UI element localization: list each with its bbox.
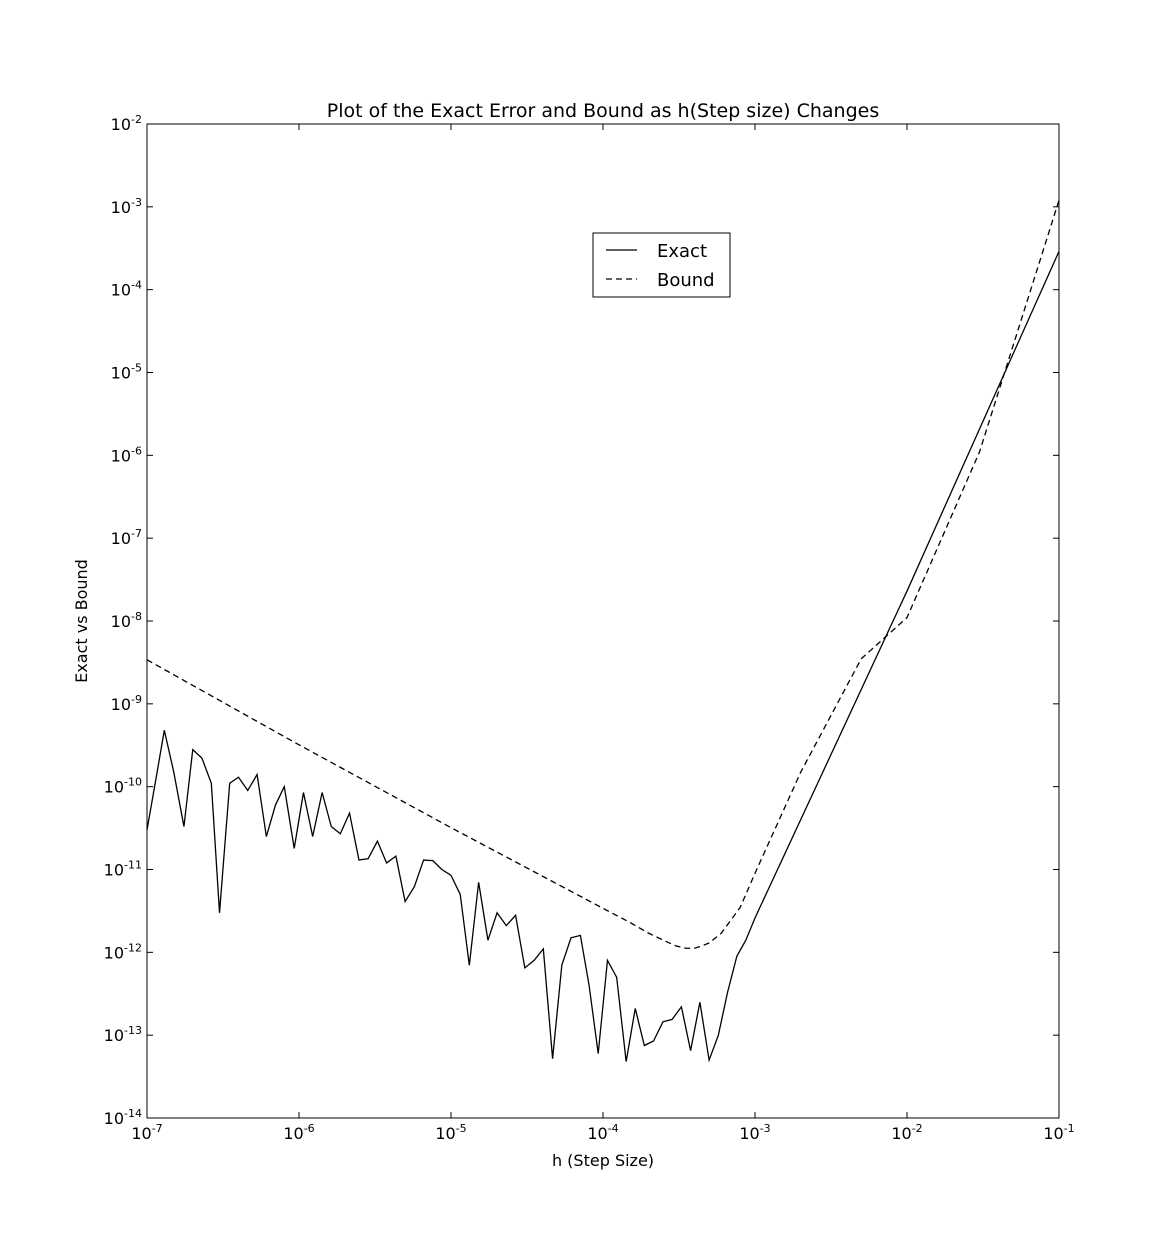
x-tick-label: 10-6 xyxy=(283,1122,314,1143)
x-tick-label: 10-3 xyxy=(739,1122,770,1143)
x-axis-label: h (Step Size) xyxy=(552,1151,654,1170)
y-axis-label: Exact vs Bound xyxy=(72,559,91,683)
axis-ticks: 10-7 10-6 10-5 10-4 10-3 10-2 10-1 10-14 10-13 10… xyxy=(104,113,1075,1143)
y-tick-label: 10-6 xyxy=(111,444,142,465)
x-tick-label: 10-1 xyxy=(1043,1122,1074,1143)
x-tick-label: 10-2 xyxy=(891,1122,922,1143)
legend: Exact Bound xyxy=(592,232,731,298)
legend-box xyxy=(592,232,731,298)
y-tick-label: 10-5 xyxy=(111,362,142,383)
chart-title: Plot of the Exact Error and Bound as h(S… xyxy=(327,100,880,122)
x-tick-label: 10-7 xyxy=(131,1122,162,1143)
y-tick-label: 10-10 xyxy=(104,776,142,797)
y-tick-label: 10-7 xyxy=(111,527,142,548)
y-tick-label: 10-8 xyxy=(111,610,142,631)
y-tick-label: 10-3 xyxy=(111,196,142,217)
legend-label-exact: Exact xyxy=(657,241,707,262)
y-tick-label: 10-12 xyxy=(104,941,142,962)
legend-label-bound: Bound xyxy=(657,270,715,291)
series-line-exact xyxy=(146,251,1060,1063)
axes-frame xyxy=(146,123,1060,1119)
y-tick-label: 10-14 xyxy=(104,1107,142,1128)
y-tick-label: 10-2 xyxy=(111,113,142,134)
y-tick-label: 10-9 xyxy=(111,693,142,714)
y-tick-label: 10-4 xyxy=(111,279,142,300)
plot-area xyxy=(146,200,1060,1063)
x-tick-label: 10-4 xyxy=(587,1122,618,1143)
y-tick-label: 10-11 xyxy=(104,859,142,880)
series-line-bound xyxy=(146,200,1060,949)
y-tick-label: 10-13 xyxy=(104,1024,142,1045)
x-tick-label: 10-5 xyxy=(435,1122,466,1143)
